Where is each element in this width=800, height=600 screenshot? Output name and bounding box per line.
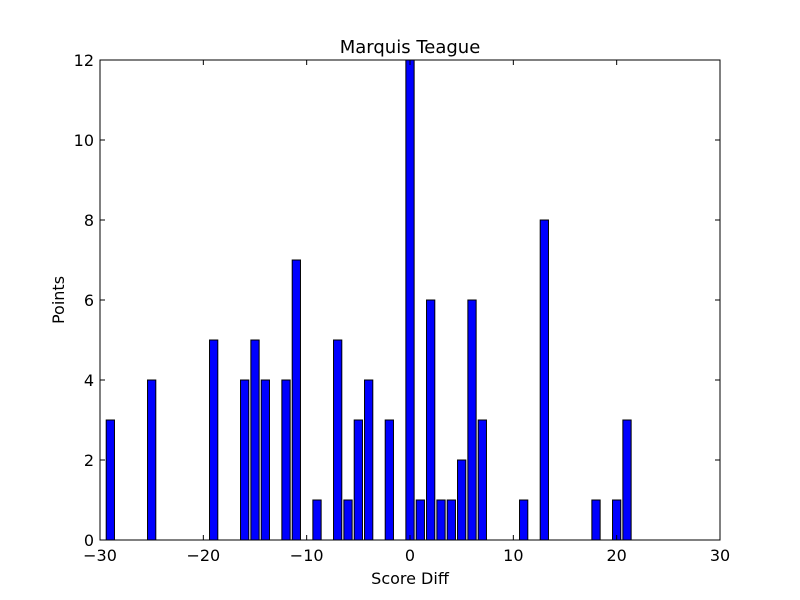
x-tick-label: 10 bbox=[503, 546, 523, 565]
bar bbox=[147, 379, 157, 541]
x-tick-label: 30 bbox=[710, 546, 730, 565]
bar bbox=[343, 499, 353, 541]
bar bbox=[415, 499, 425, 541]
y-tick-label: 0 bbox=[84, 531, 94, 550]
bar bbox=[353, 419, 363, 541]
x-tick-label: 0 bbox=[405, 546, 415, 565]
bar bbox=[105, 419, 115, 541]
ticks-group: −30 −20 −10 0 10 20 30 0 2 4 6 8 10 12 bbox=[74, 51, 731, 565]
y-tick-label: 2 bbox=[84, 451, 94, 470]
bar bbox=[312, 499, 322, 541]
y-tick-label: 10 bbox=[74, 131, 94, 150]
bar bbox=[426, 299, 436, 541]
bar bbox=[291, 259, 301, 541]
bar bbox=[622, 419, 632, 541]
bar bbox=[539, 219, 549, 541]
plot-frame bbox=[99, 59, 721, 541]
bar bbox=[250, 339, 260, 541]
y-tick-label: 6 bbox=[84, 291, 94, 310]
bar bbox=[467, 299, 477, 541]
bar bbox=[436, 499, 446, 541]
x-tick-label: −20 bbox=[186, 546, 220, 565]
bar bbox=[446, 499, 456, 541]
x-axis-label: Score Diff bbox=[371, 569, 450, 588]
bar bbox=[240, 379, 250, 541]
bar bbox=[364, 379, 374, 541]
bar bbox=[209, 339, 219, 541]
bar bbox=[405, 59, 415, 541]
y-tick-label: 4 bbox=[84, 371, 94, 390]
chart-title: Marquis Teague bbox=[340, 37, 481, 58]
bar bbox=[591, 499, 601, 541]
x-tick-label: −10 bbox=[290, 546, 324, 565]
y-tick-label: 8 bbox=[84, 211, 94, 230]
y-axis-label: Points bbox=[49, 276, 68, 324]
x-tick-label: −30 bbox=[83, 546, 117, 565]
bar bbox=[281, 379, 291, 541]
bar bbox=[333, 339, 343, 541]
y-tick-label: 12 bbox=[74, 51, 94, 70]
bar bbox=[612, 499, 622, 541]
bar bbox=[519, 499, 529, 541]
x-tick-label: 20 bbox=[606, 546, 626, 565]
bar bbox=[477, 419, 487, 541]
bar bbox=[260, 379, 270, 541]
bar bbox=[457, 459, 467, 541]
bar bbox=[384, 419, 394, 541]
